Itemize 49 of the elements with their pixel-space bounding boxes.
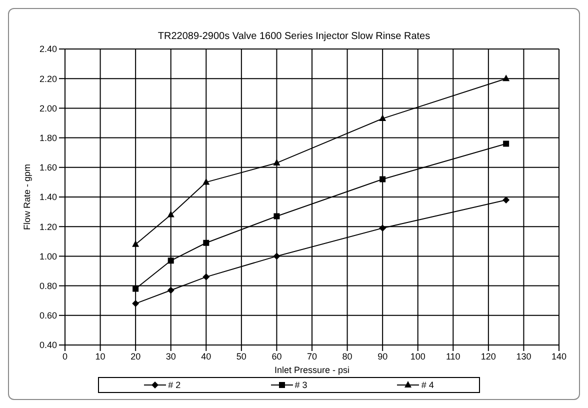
point [274, 213, 280, 220]
y-tick-label: 1.40 [39, 192, 57, 202]
x-tick-label: 30 [166, 351, 176, 362]
y-tick-label: 1.80 [39, 132, 57, 143]
point [273, 252, 280, 260]
point [202, 273, 210, 280]
point [379, 114, 386, 122]
x-tick-label: 20 [130, 351, 141, 362]
x-tick-label: 110 [446, 351, 460, 362]
y-tick-label: 0.80 [39, 280, 57, 291]
chart-title: TR22089-2900s Valve 1600 Series Injector Slow Rinse Rates [156, 31, 432, 42]
x-tick-label: 130 [516, 351, 532, 362]
y-tick-label: 1.60 [39, 162, 57, 173]
x-tick-label: 40 [201, 351, 212, 362]
legend-label: # 3 [294, 380, 308, 390]
point [380, 176, 386, 182]
y-tick-label: 1.00 [39, 251, 57, 262]
point [132, 300, 140, 308]
x-tick-label: 50 [236, 351, 246, 362]
x-tick-label: 10 [95, 351, 106, 362]
y-tick-label: 0.40 [39, 340, 57, 350]
point [167, 286, 174, 294]
point [202, 178, 210, 185]
point [132, 286, 139, 292]
x-tick-label: 0 [62, 351, 68, 362]
x-tick-label: 80 [342, 351, 352, 362]
point [273, 158, 280, 166]
point [502, 74, 510, 82]
point [503, 140, 510, 147]
point [132, 240, 140, 247]
point [203, 240, 210, 246]
y-tick-label: 2.00 [39, 103, 57, 114]
y-tick-label: 2.40 [39, 44, 57, 54]
y-tick-label: 2.20 [39, 74, 57, 84]
x-tick-label: 70 [306, 351, 318, 362]
x-tick-label: 100 [410, 351, 426, 362]
x-tick-label: 90 [378, 351, 388, 362]
y-tick-label: 0.60 [39, 310, 57, 321]
legend-label: # 2 [167, 380, 181, 390]
legend-label: # 4 [420, 380, 434, 390]
x-tick-label: 140 [551, 351, 567, 362]
y-tick-label: 1.20 [39, 222, 57, 232]
point [167, 210, 174, 218]
x-tick-label: 60 [272, 351, 282, 362]
x-axis-title: Inlet Pressure - psi [274, 365, 350, 375]
y-axis-title: Flow Rate - gpm [22, 164, 32, 230]
x-tick-label: 120 [480, 351, 496, 362]
point [168, 258, 174, 264]
point [379, 224, 386, 232]
